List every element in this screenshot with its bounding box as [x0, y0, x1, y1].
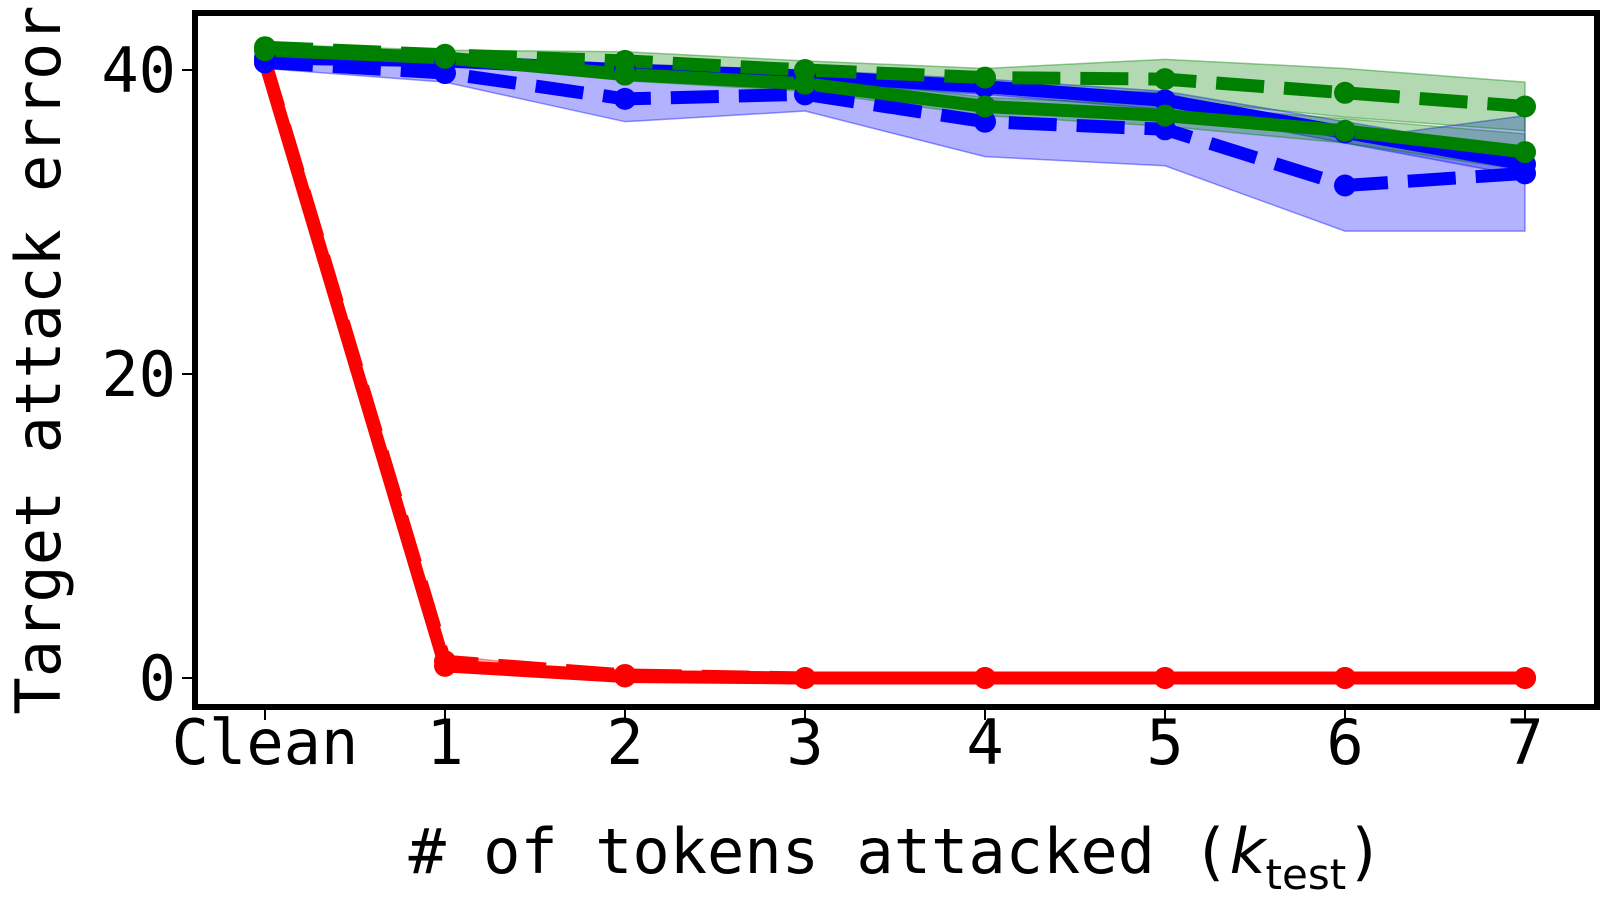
point-1-1 — [434, 650, 456, 673]
series-line-3 — [264, 55, 1526, 193]
point-5-2 — [614, 49, 636, 72]
x-tick-label-2: 2 — [606, 706, 643, 779]
x-axis-ticks: Clean 1 2 3 4 5 6 7 — [172, 706, 1544, 779]
point-1-5 — [1154, 667, 1176, 689]
point-1-3 — [794, 667, 816, 689]
point-3-4 — [974, 110, 996, 133]
y-axis-label: Target attack error — [2, 5, 75, 714]
x-tick-label-5: 5 — [1146, 706, 1183, 779]
point-1-4 — [974, 667, 996, 689]
x-tick-label-3: 3 — [786, 706, 823, 779]
point-1-2 — [614, 663, 636, 686]
x-axis-label-end: ) — [1346, 815, 1383, 888]
point-4-7 — [1514, 141, 1536, 164]
point-4-4 — [974, 95, 996, 118]
x-tick-label-0: Clean — [172, 706, 359, 779]
point-3-2 — [614, 87, 636, 110]
point-5-5 — [1154, 68, 1176, 91]
point-5-7 — [1514, 95, 1536, 118]
point-5-4 — [974, 66, 996, 89]
point-5-0 — [254, 36, 276, 59]
x-axis-label-var: k — [1230, 815, 1268, 888]
point-5-6 — [1334, 81, 1356, 104]
point-3-7 — [1514, 162, 1536, 185]
x-tick-label-1: 1 — [426, 706, 463, 779]
point-3-1 — [434, 62, 456, 85]
x-axis-label-main: # of tokens attacked ( — [408, 815, 1229, 888]
point-4-6 — [1334, 119, 1356, 142]
confidence-bands — [264, 43, 1526, 679]
x-tick-label-4: 4 — [966, 706, 1003, 779]
point-5-3 — [794, 59, 816, 81]
series-markers — [254, 36, 1536, 689]
series-line-5 — [264, 40, 1526, 113]
x-tick-label-7: 7 — [1506, 706, 1543, 779]
y-tick-label-1: 20 — [101, 338, 176, 411]
x-axis-label: # of tokens attacked (ktest) — [408, 815, 1383, 899]
plot-frame — [192, 10, 1600, 710]
point-3-6 — [1334, 174, 1356, 197]
point-1-7 — [1514, 667, 1536, 689]
point-2-5 — [1154, 89, 1176, 112]
point-5-1 — [434, 43, 456, 66]
y-tick-label-0: 0 — [139, 642, 176, 715]
point-1-6 — [1334, 667, 1356, 689]
y-axis-ticks: 0 20 40 — [101, 34, 192, 715]
x-axis-label-sub: test — [1266, 850, 1347, 899]
point-4-5 — [1154, 104, 1176, 127]
y-tick-label-2: 40 — [101, 34, 176, 107]
series-line-1 — [258, 59, 1525, 685]
x-tick-label-6: 6 — [1326, 706, 1363, 779]
series-lines — [258, 40, 1527, 685]
